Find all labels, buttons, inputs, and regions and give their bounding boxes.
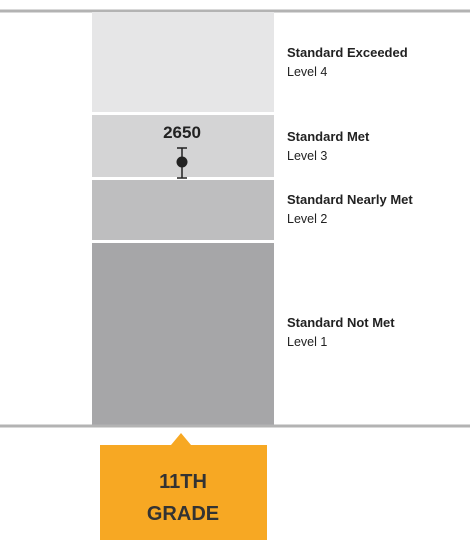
level-number: Level 2 [287, 212, 327, 226]
score-dot [176, 156, 188, 168]
score-label: 2650 [163, 123, 201, 142]
grade-label: GRADE [147, 503, 219, 525]
band-level-4 [92, 12, 274, 112]
level-number: Level 4 [287, 65, 327, 79]
band-level-1 [92, 243, 274, 426]
grade-badge [100, 433, 267, 540]
band-level-2 [92, 180, 274, 240]
score-marker [176, 147, 188, 179]
level-number: Level 1 [287, 335, 327, 349]
level-number: Level 3 [287, 149, 327, 163]
grade-label: 11TH [159, 471, 207, 493]
level-name: Standard Not Met [287, 315, 395, 330]
level-name: Standard Met [287, 129, 370, 144]
level-name: Standard Nearly Met [287, 192, 413, 207]
level-name: Standard Exceeded [287, 45, 408, 60]
